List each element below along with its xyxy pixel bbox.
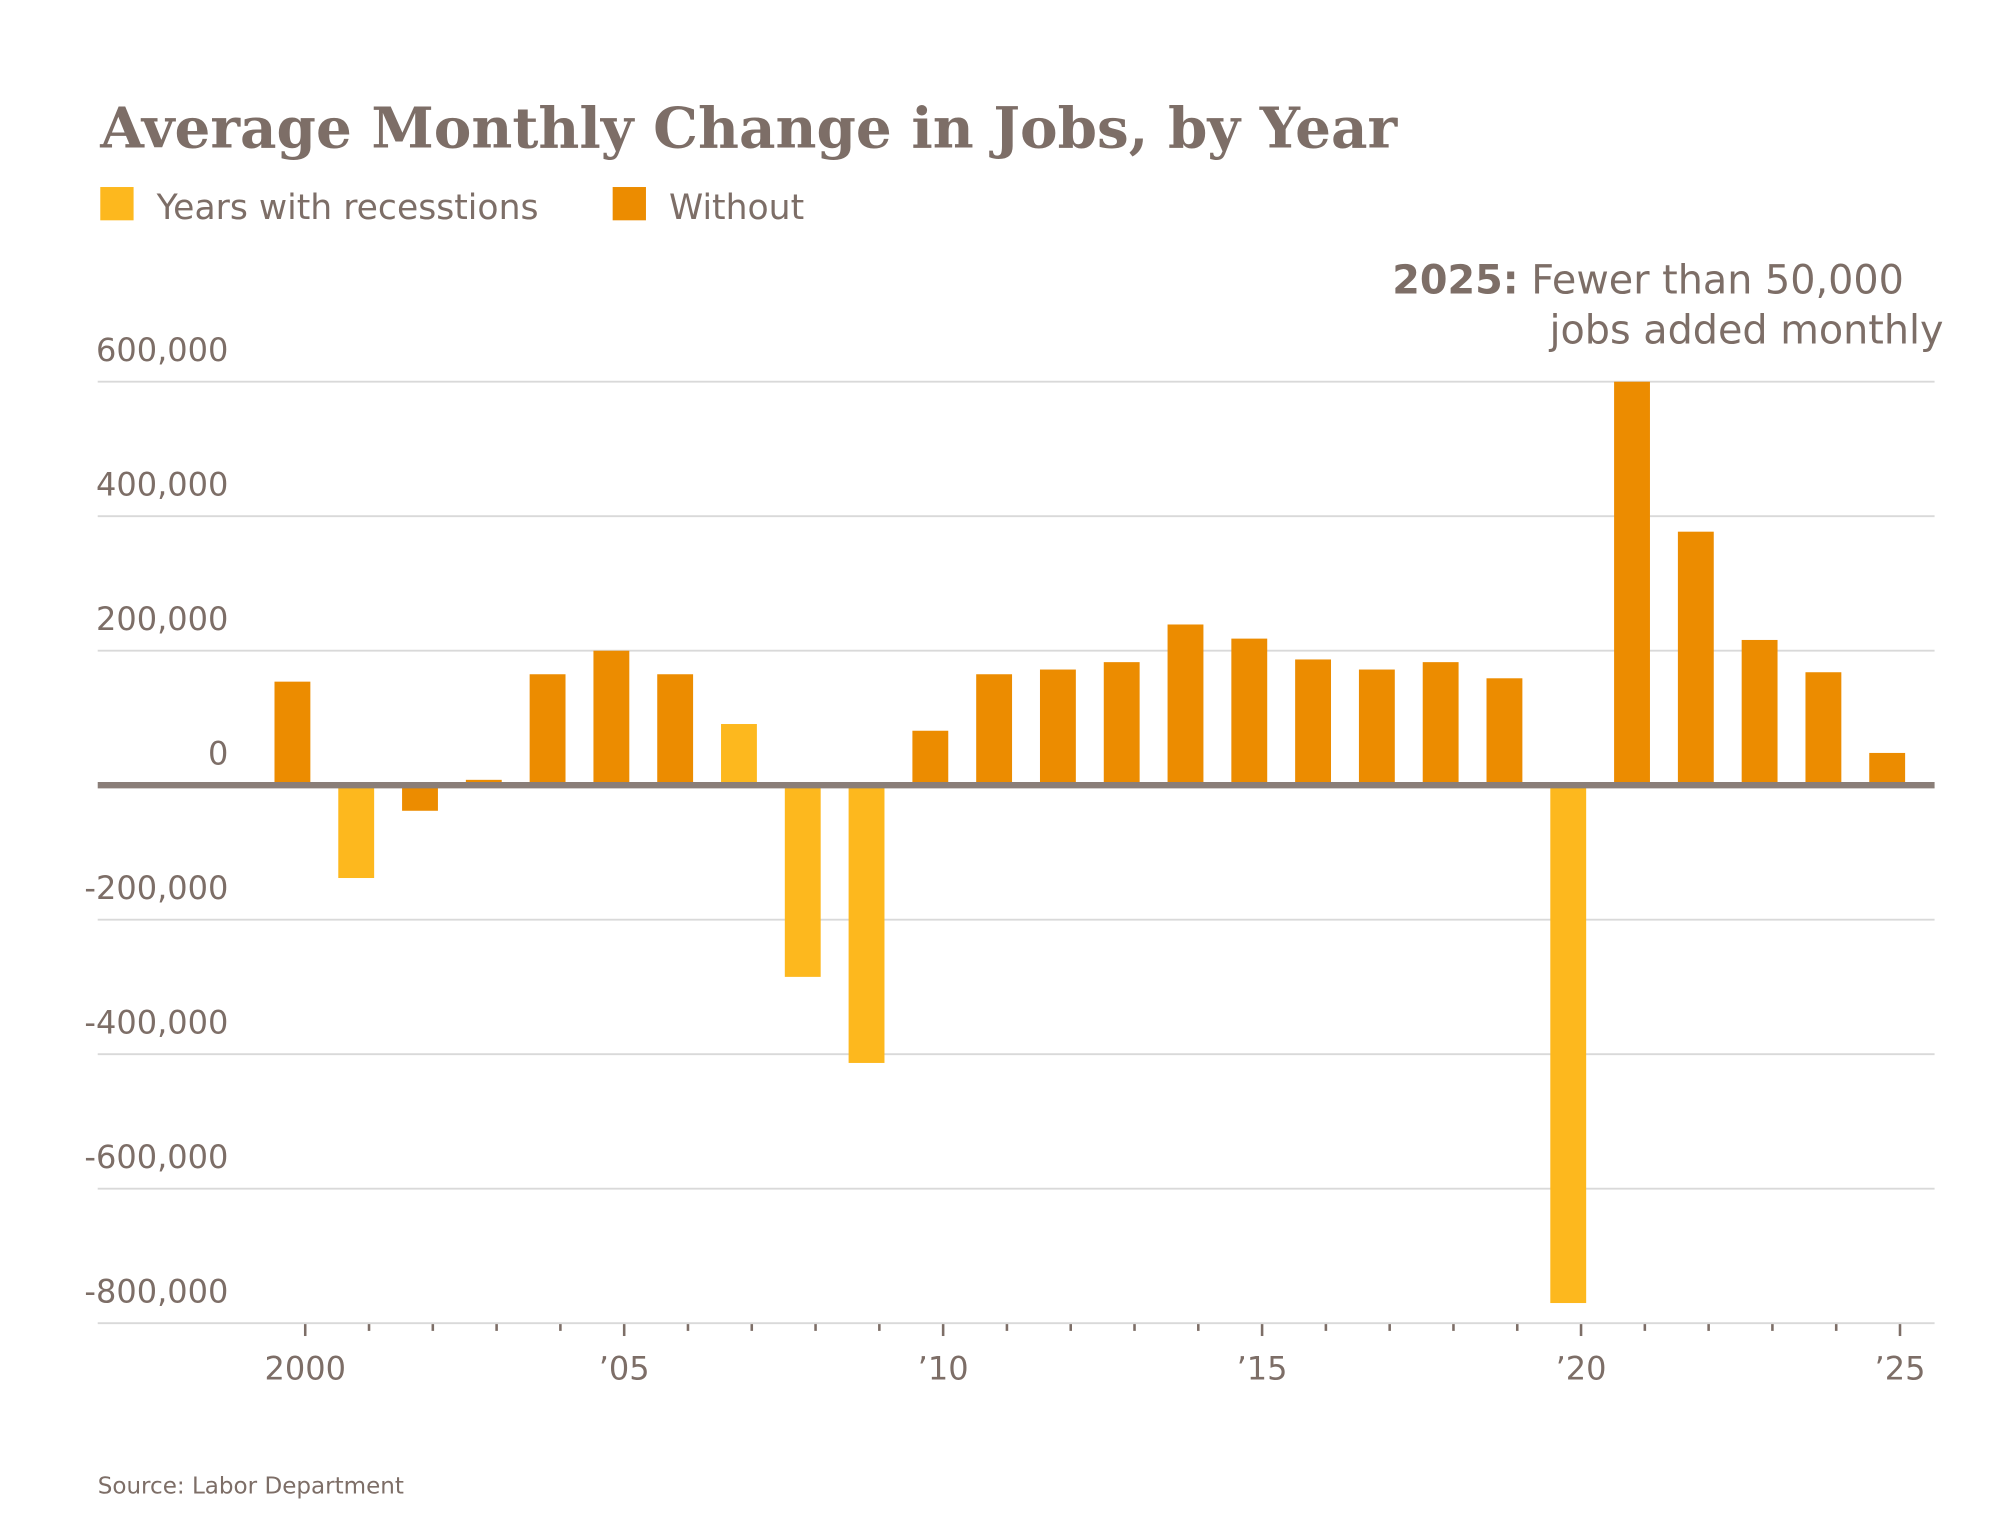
bar-2022	[1677, 531, 1714, 786]
legend-label-without: Without	[669, 188, 804, 228]
legend: Years with recesstions Without	[100, 187, 804, 228]
bar-2014	[1167, 624, 1204, 786]
legend-label-recession: Years with recesstions	[156, 188, 539, 228]
source-note: Source: Labor Department	[98, 1474, 404, 1500]
bar-2017	[1358, 669, 1395, 786]
x-tick-label: ’10	[918, 1350, 969, 1388]
y-tick-label: 600,000	[96, 331, 228, 369]
annotation-bold: 2025:	[1392, 257, 1518, 303]
bar-2009	[848, 785, 885, 1063]
annotation-text: Fewer than 50,000	[1531, 257, 1904, 303]
x-tick-label: ’20	[1556, 1350, 1607, 1388]
x-tick-label: 2000	[264, 1350, 345, 1388]
y-tick-label: -200,000	[84, 869, 228, 907]
bar-2021	[1614, 381, 1650, 786]
bar-2023	[1741, 639, 1778, 786]
bar-2008	[784, 785, 821, 977]
bar-2019	[1486, 678, 1523, 786]
bar-2020	[1550, 785, 1587, 1304]
x-tick-label: ’25	[1875, 1350, 1926, 1388]
y-tick-label: -600,000	[84, 1138, 228, 1176]
x-tick-label: ’15	[1237, 1350, 1288, 1388]
bar-2015	[1231, 638, 1268, 786]
bar-2007	[721, 724, 757, 786]
bar-2011	[976, 674, 1013, 786]
legend-swatch-without	[612, 187, 646, 221]
bar-2005	[593, 650, 630, 786]
bar-2000	[274, 681, 311, 786]
bar-2018	[1422, 662, 1459, 786]
bars	[274, 381, 1906, 1304]
bar-2010	[912, 730, 949, 786]
bar-2006	[657, 674, 694, 786]
bar-2012	[1039, 669, 1076, 786]
y-tick-label: 200,000	[96, 600, 228, 638]
bar-2002	[402, 785, 438, 811]
annotation: 2025: Fewer than 50,000 jobs added month…	[1392, 257, 1943, 353]
y-tick-label: -400,000	[84, 1004, 228, 1042]
bar-2016	[1295, 659, 1332, 786]
bar-2004	[529, 674, 566, 786]
y-axis-labels: 600,000 400,000 200,000 0 -200,000 -400,000 -6…	[84, 331, 228, 1310]
bar-2013	[1103, 662, 1140, 786]
x-axis: 2000 ’05 ’10 ’15 ’20 ’25	[97, 782, 1935, 1388]
x-tick-label: ’05	[599, 1350, 650, 1388]
annotation-line2: jobs added monthly	[1549, 307, 1944, 353]
bar-2024	[1805, 672, 1842, 786]
chart-title: Average Monthly Change in Jobs, by Year	[99, 95, 1398, 161]
y-tick-label: 400,000	[96, 466, 228, 504]
bar-2025	[1869, 752, 1906, 786]
y-tick-label: -800,000	[84, 1273, 228, 1311]
legend-swatch-recession	[100, 187, 134, 221]
annotation-line1: 2025: Fewer than 50,000	[1392, 257, 1904, 303]
y-tick-label: 0	[208, 735, 228, 773]
bar-2001	[338, 785, 375, 879]
